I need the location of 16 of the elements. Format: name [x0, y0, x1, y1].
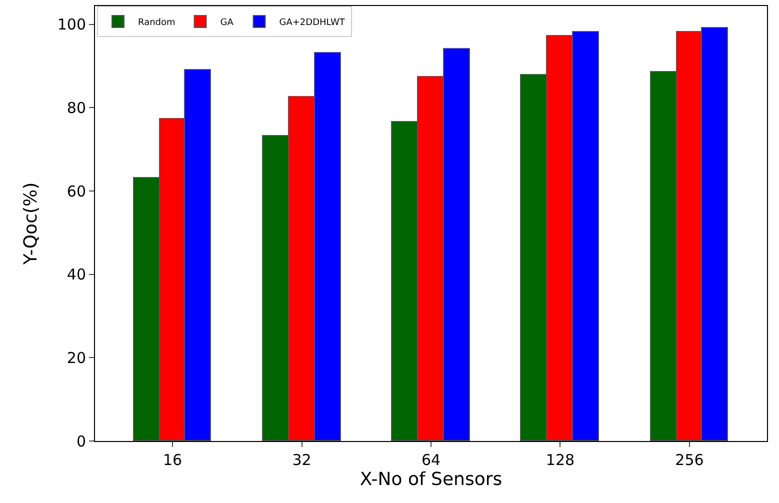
x-axis-title: X-No of Sensors [360, 469, 502, 490]
x-tick-label: 64 [421, 451, 441, 469]
y-tick-label: 20 [66, 348, 86, 367]
x-tick-label: 256 [675, 451, 704, 469]
legend-label: Random [138, 18, 176, 28]
x-tick-label: 32 [292, 451, 312, 469]
legend-label: GA [220, 18, 234, 28]
y-tick-label: 100 [57, 16, 86, 34]
y-axis-title: Y-Qoc(%) [20, 182, 42, 266]
x-tick-label: 16 [162, 451, 182, 469]
legend-label: GA+2DDHLWT [279, 18, 346, 28]
y-tick-label: 0 [76, 432, 86, 450]
y-tick-label: 40 [66, 266, 86, 284]
y-tick-label: 60 [66, 182, 86, 200]
y-tick-label: 80 [66, 98, 86, 117]
x-tick-label: 128 [546, 451, 575, 469]
